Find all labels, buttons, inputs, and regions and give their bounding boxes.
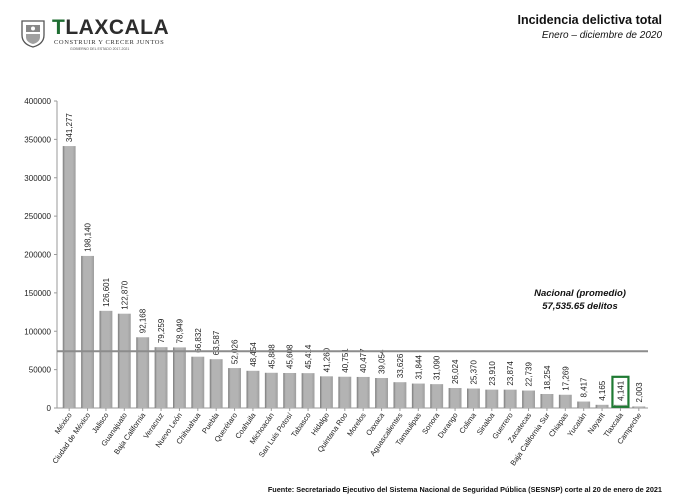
- bar: [209, 359, 223, 408]
- value-label: 31,844: [414, 355, 423, 380]
- value-label: 4,165: [598, 380, 607, 401]
- value-label: 18,254: [543, 365, 552, 390]
- value-label: 126,601: [102, 277, 111, 306]
- tlaxcala-logo: TLAXCALA CONSTRUIR Y CRECER JUNTOS GOBIE…: [20, 14, 180, 52]
- y-tick-label: 50000: [29, 366, 52, 375]
- logo-tagline: CONSTRUIR Y CRECER JUNTOS: [54, 39, 165, 46]
- bar: [81, 255, 94, 408]
- national-average-label: Nacional (promedio): [534, 288, 626, 299]
- bar: [595, 404, 609, 408]
- chart-header: Incidencia delictiva total Enero – dicie…: [518, 13, 663, 41]
- bar: [301, 373, 315, 408]
- value-label: 33,626: [396, 353, 405, 378]
- source-note: Fuente: Secretariado Ejecutivo del Siste…: [267, 485, 662, 494]
- value-label: 48,454: [249, 342, 258, 367]
- value-label: 39,054: [378, 349, 387, 374]
- value-label: 66,832: [194, 328, 203, 353]
- bar: [191, 356, 205, 408]
- logo-rest: LAXCALA: [65, 16, 170, 39]
- y-tick-label: 150000: [24, 289, 51, 298]
- y-tick-label: 350000: [24, 135, 51, 144]
- bar: [393, 382, 407, 408]
- bar: [375, 378, 388, 408]
- state-seal-icon: [21, 20, 45, 48]
- logo-text: TLAXCALA: [52, 16, 169, 39]
- bar: [485, 389, 499, 408]
- value-label: 45,608: [286, 344, 295, 369]
- highlight-box: [611, 375, 630, 408]
- bar: [430, 384, 444, 408]
- value-label: 26,024: [451, 359, 460, 384]
- bar: [467, 388, 480, 408]
- value-label: 341,277: [65, 113, 74, 142]
- bar: [264, 372, 278, 408]
- bar: [154, 347, 168, 408]
- bar: [99, 310, 113, 408]
- category-label: Morelos: [345, 411, 368, 438]
- value-label: 92,168: [139, 308, 148, 333]
- bar: [283, 372, 297, 408]
- bar: [173, 347, 186, 408]
- category-label: Yucatán: [565, 411, 588, 438]
- y-tick-label: 250000: [24, 212, 51, 221]
- value-label: 22,739: [525, 362, 534, 387]
- national-average-value: 57,535.65 delitos: [542, 301, 618, 312]
- y-tick-label: 200000: [24, 251, 51, 260]
- value-label: 122,870: [120, 280, 129, 309]
- bar: [522, 390, 535, 408]
- value-label: 8,417: [580, 377, 589, 398]
- bar: [448, 388, 462, 408]
- y-tick-label: 300000: [24, 174, 51, 183]
- value-label: 4,141: [616, 380, 625, 401]
- y-tick-label: 400000: [24, 97, 51, 106]
- chart-title: Incidencia delictiva total: [517, 13, 663, 27]
- value-label: 63,587: [212, 330, 221, 355]
- value-label: 45,888: [267, 344, 276, 369]
- bar: [356, 376, 370, 408]
- bar: [338, 376, 352, 408]
- y-tick-label: 100000: [24, 327, 51, 336]
- bar: [503, 389, 517, 408]
- value-label: 79,259: [157, 318, 166, 343]
- bar: [62, 146, 76, 409]
- bar: [411, 383, 425, 408]
- bar: [577, 401, 591, 408]
- logo-initial: T: [52, 16, 66, 39]
- bar: [540, 393, 554, 408]
- value-label: 25,370: [469, 360, 478, 385]
- bar: [228, 368, 241, 408]
- y-tick-label: 0: [47, 404, 52, 413]
- value-label: 23,910: [488, 361, 497, 386]
- value-label: 31,090: [433, 355, 442, 380]
- value-label: 23,874: [506, 361, 515, 386]
- logo-wordmark: TLAXCALA: [52, 16, 169, 40]
- value-label: 2,003: [635, 382, 644, 403]
- bar: [320, 376, 333, 408]
- value-label: 40,751: [341, 348, 350, 373]
- logo-subline: GOBIERNO DEL ESTADO 2017-2021: [70, 47, 130, 51]
- value-label: 78,949: [175, 318, 184, 343]
- bar: [117, 313, 131, 408]
- value-label: 45,414: [304, 344, 313, 369]
- value-label: 17,269: [561, 366, 570, 391]
- chart-subtitle: Enero – diciembre de 2020: [541, 30, 662, 41]
- value-label: 198,140: [84, 222, 93, 251]
- bar: [558, 394, 572, 408]
- value-label: 41,260: [322, 347, 331, 372]
- bar: [246, 370, 260, 408]
- value-label: 40,477: [359, 348, 368, 373]
- bar: [136, 337, 150, 408]
- bar: [632, 406, 646, 408]
